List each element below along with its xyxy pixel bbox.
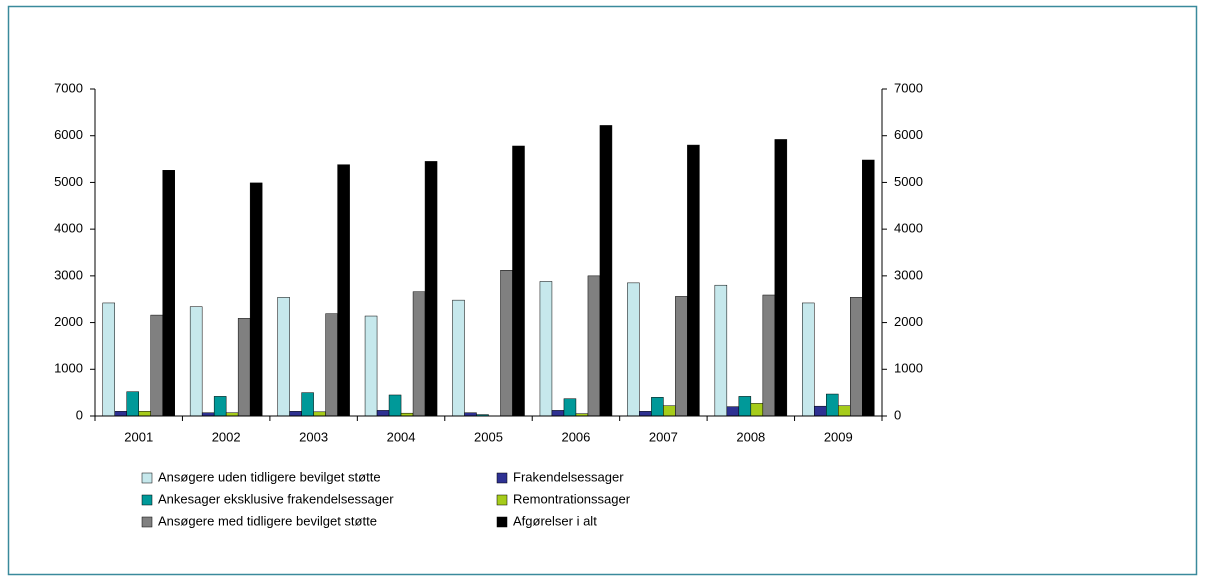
- bar: [189, 306, 203, 417]
- bar: [726, 406, 740, 417]
- y-tick-label: 1000: [54, 361, 83, 376]
- y-tick-label: 2000: [54, 314, 83, 329]
- bar: [675, 296, 688, 417]
- legend-label: Ansøgere uden tidligere bevilget støtte: [158, 469, 381, 484]
- bar: [587, 275, 601, 417]
- bar: [714, 284, 728, 417]
- bar: [364, 315, 378, 417]
- y-tick-label: 0: [76, 407, 83, 422]
- bar: [102, 302, 115, 417]
- x-tick-label: 2009: [824, 429, 853, 444]
- y2-tick-label: 2000: [894, 314, 923, 329]
- bar: [738, 396, 752, 417]
- y2-tick-label: 1000: [894, 361, 923, 376]
- bar: [138, 411, 151, 417]
- bar: [277, 297, 290, 417]
- bar: [639, 411, 652, 417]
- y2-tick-label: 3000: [894, 267, 923, 282]
- y-tick-label: 3000: [54, 267, 83, 282]
- bar: [599, 125, 613, 417]
- legend-swatch: [496, 494, 508, 506]
- y-tick-label: 7000: [54, 80, 83, 95]
- y2-tick-label: 4000: [894, 221, 923, 236]
- bar: [337, 164, 350, 417]
- bar: [862, 159, 875, 417]
- bar: [762, 294, 776, 417]
- y-tick-label: 4000: [54, 221, 83, 236]
- bar: [376, 410, 390, 417]
- bar: [826, 393, 839, 417]
- bar: [500, 270, 513, 417]
- x-tick-label: 2008: [736, 429, 765, 444]
- bar: [627, 282, 640, 417]
- x-tick-label: 2007: [649, 429, 678, 444]
- x-tick-label: 2006: [561, 429, 590, 444]
- x-tick-label: 2003: [299, 429, 328, 444]
- bar: [551, 410, 565, 417]
- bar: [126, 391, 139, 417]
- bar: [424, 161, 438, 417]
- bar: [412, 291, 426, 417]
- bar: [388, 394, 402, 417]
- x-tick-label: 2002: [212, 429, 241, 444]
- bar: [150, 314, 163, 417]
- bar: [114, 411, 127, 417]
- bar: [162, 170, 175, 417]
- bar: [850, 297, 863, 417]
- y2-tick-label: 5000: [894, 174, 923, 189]
- bar: [814, 405, 827, 417]
- bar: [313, 411, 326, 417]
- bar: [802, 302, 815, 417]
- legend-swatch: [141, 516, 153, 528]
- x-tick-label: 2001: [124, 429, 153, 444]
- y2-tick-label: 0: [894, 407, 901, 422]
- bar: [539, 281, 553, 417]
- x-tick-label: 2004: [387, 429, 416, 444]
- bar: [249, 182, 263, 417]
- legend-label: Ankesager eksklusive frakendelsessager: [158, 491, 394, 506]
- legend-label: Afgørelser i alt: [513, 513, 597, 528]
- x-tick-label: 2005: [474, 429, 503, 444]
- bar: [237, 318, 251, 417]
- legend-label: Ansøgere med tidligere bevilget støtte: [158, 513, 377, 528]
- y2-tick-label: 7000: [894, 80, 923, 95]
- legend-swatch: [141, 494, 153, 506]
- bar: [663, 405, 676, 417]
- bar: [563, 398, 577, 417]
- bar: [301, 392, 314, 417]
- bar: [512, 145, 525, 417]
- bar: [452, 299, 465, 417]
- legend-swatch: [496, 472, 508, 484]
- bar: [325, 313, 338, 417]
- legend-swatch: [141, 472, 153, 484]
- y2-tick-label: 6000: [894, 127, 923, 142]
- y-tick-label: 5000: [54, 174, 83, 189]
- legend-swatch: [496, 516, 508, 528]
- bar: [750, 403, 764, 417]
- bar: [774, 139, 788, 417]
- legend-label: Remontrationssager: [513, 491, 631, 506]
- bar: [687, 144, 700, 417]
- legend-label: Frakendelsessager: [513, 469, 624, 484]
- bar: [838, 405, 851, 417]
- bar: [289, 411, 302, 417]
- bar: [651, 397, 664, 417]
- bar: [213, 396, 227, 417]
- y-tick-label: 6000: [54, 127, 83, 142]
